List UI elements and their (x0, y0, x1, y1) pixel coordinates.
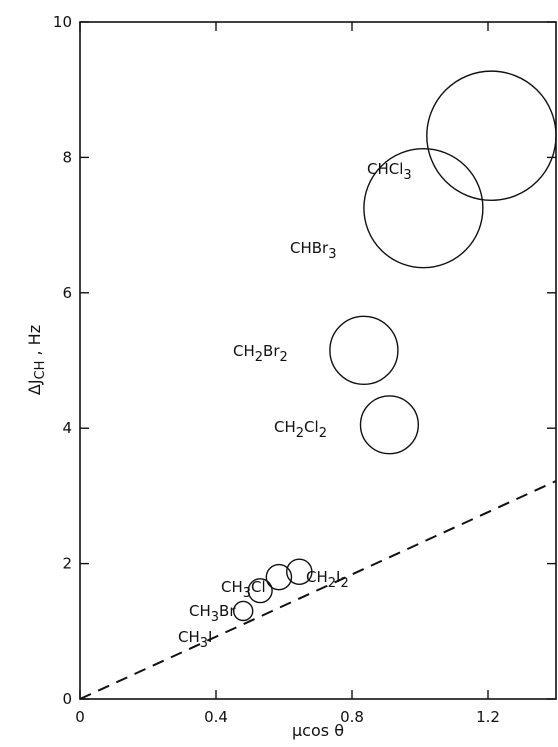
data-point-circle (286, 558, 313, 586)
reference-dashed-line (79, 480, 557, 700)
y-tick-label: 6 (62, 284, 72, 302)
x-tick-label: 1.2 (476, 708, 500, 726)
data-point-circle (232, 600, 254, 622)
data-point-circle (359, 395, 419, 455)
data-point-circle (363, 147, 484, 269)
y-axis-label-main: ΔJ (25, 379, 44, 395)
y-axis-label-sub: CH (33, 361, 48, 380)
point-label: CH3I (178, 628, 212, 651)
data-points (232, 70, 557, 622)
data-point-circle (247, 578, 273, 604)
y-axis-label-unit: , Hz (25, 325, 44, 361)
data-point-circle (265, 563, 293, 591)
point-label: CH2I2 (306, 568, 349, 591)
point-label: CH2Br2 (233, 342, 288, 365)
point-label: CH3Cl (221, 578, 266, 601)
x-axis-label: μcos θ (292, 721, 344, 740)
y-tick-label: 4 (62, 419, 72, 437)
data-point-circle (329, 315, 399, 386)
point-label: CHBr3 (290, 239, 337, 262)
plot-frame (79, 21, 557, 700)
tick-labels: 0 0.4 0.8 1.2 0 2 4 6 8 10 (53, 13, 500, 726)
y-tick-label: 2 (62, 555, 72, 573)
y-tick-label: 10 (53, 13, 72, 31)
point-label: CHCl3 (367, 160, 412, 183)
x-tick-label: 0.8 (340, 708, 364, 726)
axis-ticks (79, 21, 556, 700)
data-point-circle (426, 70, 557, 202)
y-axis-label: ΔJCH , Hz (25, 325, 48, 395)
y-tick-label: 8 (62, 148, 72, 166)
point-label: CH3Br (189, 602, 236, 625)
point-label: CH2Cl2 (274, 418, 327, 441)
x-tick-label: 0 (75, 708, 85, 726)
y-tick-label: 0 (62, 690, 72, 708)
x-tick-label: 0.4 (204, 708, 228, 726)
